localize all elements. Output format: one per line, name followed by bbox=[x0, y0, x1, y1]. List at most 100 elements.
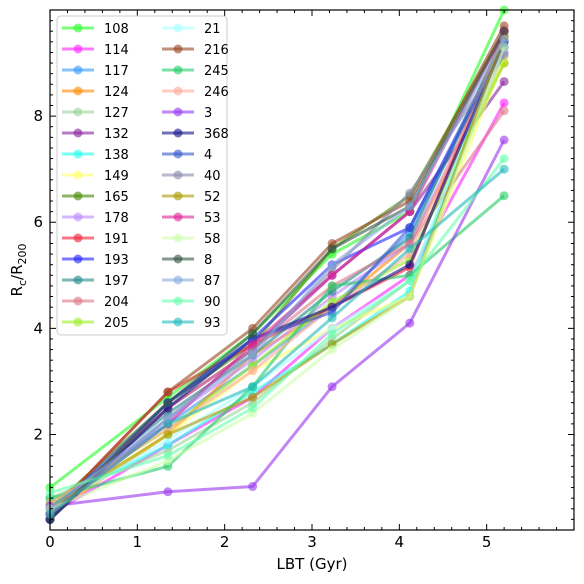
legend-item-132: 132 bbox=[62, 127, 129, 142]
y-tick-label: 8 bbox=[33, 107, 43, 125]
legend-item-21: 21 bbox=[162, 22, 221, 37]
data-point-87-3 bbox=[327, 260, 337, 270]
series-line-93 bbox=[49, 168, 506, 516]
x-tick-label: 0 bbox=[45, 533, 55, 551]
tick-layer: 0 1 2 3 4 52 4 6 8 bbox=[33, 10, 575, 551]
data-point-93-3 bbox=[327, 313, 337, 323]
x-axis-label: LBT (Gyr) bbox=[277, 555, 348, 573]
legend-box bbox=[56, 15, 228, 336]
data-point-87-4 bbox=[405, 201, 415, 211]
legend-marker bbox=[73, 128, 83, 138]
data-point-53-2 bbox=[248, 339, 258, 349]
legend-label: 21 bbox=[204, 22, 221, 37]
data-point-93-5 bbox=[499, 164, 509, 174]
legend-item-127: 127 bbox=[62, 106, 129, 121]
data-point-90-1 bbox=[163, 451, 173, 461]
legend-marker bbox=[173, 128, 183, 138]
legend-item-246: 246 bbox=[162, 85, 229, 100]
legend-item-138: 138 bbox=[62, 148, 129, 163]
legend-marker bbox=[173, 233, 183, 243]
data-point-87-2 bbox=[248, 350, 258, 360]
legend-marker bbox=[173, 212, 183, 222]
legend-item-58: 58 bbox=[162, 232, 221, 247]
legend-label: 108 bbox=[104, 22, 129, 37]
data-point-8-5 bbox=[499, 26, 509, 36]
data-point-216-1 bbox=[163, 387, 173, 397]
data-point-8-1 bbox=[163, 398, 173, 408]
legend-label: 114 bbox=[104, 43, 129, 58]
series-line-87 bbox=[49, 38, 506, 510]
legend-item-3: 3 bbox=[162, 106, 212, 121]
data-point-93-1 bbox=[163, 419, 173, 429]
legend-marker bbox=[173, 149, 183, 159]
legend-marker bbox=[73, 317, 83, 327]
y-tick-label: 2 bbox=[33, 425, 43, 443]
legend-marker bbox=[173, 107, 183, 117]
data-point-132-5 bbox=[499, 77, 509, 87]
y-axis-label-mid: /R bbox=[8, 265, 26, 280]
data-point-3-5 bbox=[499, 135, 509, 145]
y-tick-label: 4 bbox=[33, 319, 43, 337]
legend-label: 197 bbox=[104, 274, 129, 289]
x-tick-label: 1 bbox=[133, 533, 143, 551]
legend-label: 191 bbox=[104, 232, 129, 247]
series-93 bbox=[45, 164, 509, 519]
data-point-93-4 bbox=[405, 244, 415, 254]
data-point-245-5 bbox=[499, 191, 509, 201]
legend-marker bbox=[73, 212, 83, 222]
data-point-245-3 bbox=[327, 281, 337, 291]
legend-label: 127 bbox=[104, 106, 129, 121]
legend-marker bbox=[73, 296, 83, 306]
legend-item-205: 205 bbox=[62, 316, 129, 331]
legend-label: 87 bbox=[204, 274, 221, 289]
legend-label: 165 bbox=[104, 190, 129, 205]
legend-item-368: 368 bbox=[162, 127, 229, 142]
legend-label: 58 bbox=[204, 232, 221, 247]
legend-item-87: 87 bbox=[162, 274, 221, 289]
legend-item-4: 4 bbox=[162, 148, 212, 163]
data-point-3-3 bbox=[327, 382, 337, 392]
legend-label: 205 bbox=[104, 316, 129, 331]
series-3 bbox=[45, 135, 509, 511]
legend-item-90: 90 bbox=[162, 295, 221, 310]
legend-marker bbox=[73, 23, 83, 33]
y-axis-label-sub2: 200 bbox=[16, 244, 29, 265]
y-tick-label: 6 bbox=[33, 213, 43, 231]
legend-marker bbox=[173, 23, 183, 33]
legend-label: 52 bbox=[204, 190, 221, 205]
legend-item-165: 165 bbox=[62, 190, 129, 205]
series-line-246 bbox=[49, 35, 506, 505]
legend-marker bbox=[73, 275, 83, 285]
legend-item-108: 108 bbox=[62, 22, 129, 37]
data-point-90-3 bbox=[327, 329, 337, 339]
legend-item-193: 193 bbox=[62, 253, 129, 268]
data-point-58-4 bbox=[405, 292, 415, 301]
legend-marker bbox=[173, 254, 183, 264]
legend-marker bbox=[173, 170, 183, 180]
legend-label: 138 bbox=[104, 148, 129, 163]
x-tick-label: 2 bbox=[220, 533, 230, 551]
series-line-138 bbox=[49, 30, 506, 505]
legend-marker bbox=[73, 254, 83, 264]
legend-item-53: 53 bbox=[162, 211, 221, 226]
legend-label: 8 bbox=[204, 253, 212, 268]
legend-item-178: 178 bbox=[62, 211, 129, 226]
legend-item-124: 124 bbox=[62, 85, 129, 100]
data-point-53-3 bbox=[327, 270, 337, 280]
legend-item-204: 204 bbox=[62, 295, 129, 310]
series-line-3 bbox=[49, 139, 506, 508]
legend-marker bbox=[73, 44, 83, 54]
legend-label: 93 bbox=[204, 316, 221, 331]
series-layer bbox=[45, 5, 509, 524]
data-point-4-4 bbox=[405, 223, 415, 233]
legend-label: 149 bbox=[104, 169, 129, 184]
legend-label: 246 bbox=[204, 85, 229, 100]
legend-label: 178 bbox=[104, 211, 129, 226]
legend-marker bbox=[73, 149, 83, 159]
legend-label: 204 bbox=[104, 295, 129, 310]
legend: 108 114 117 124 127 132 138 149 165 178 191 193 197 2… bbox=[56, 15, 229, 336]
legend-item-40: 40 bbox=[162, 169, 221, 184]
legend-marker bbox=[173, 275, 183, 285]
legend-marker bbox=[73, 170, 83, 180]
